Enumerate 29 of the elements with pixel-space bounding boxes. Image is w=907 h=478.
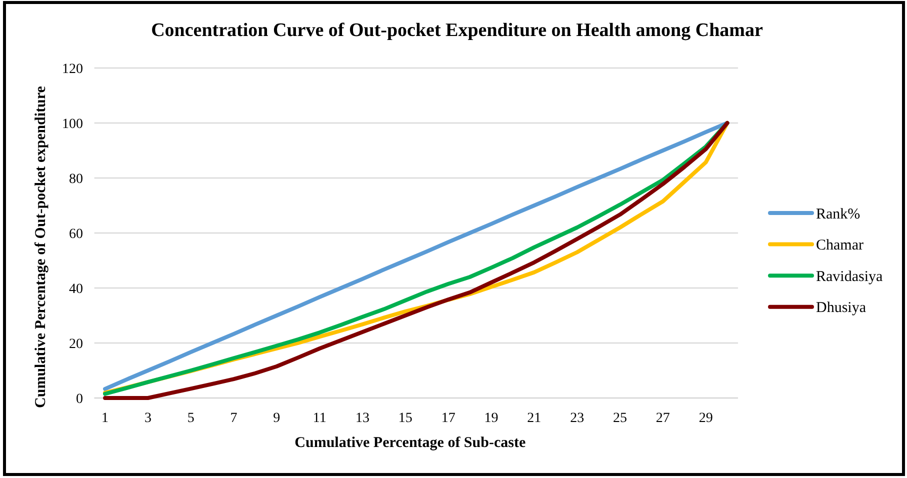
x-tick-label: 1	[102, 411, 109, 426]
x-tick-label: 15	[398, 411, 412, 426]
x-axis-title: Cumulative Percentage of Sub-caste	[294, 435, 526, 451]
x-tick-label: 27	[656, 411, 670, 426]
chart-title: Concentration Curve of Out-pocket Expenditure on Health among Chamar	[151, 20, 764, 41]
x-tick-label: 7	[230, 411, 238, 426]
x-tick-label: 5	[187, 411, 194, 426]
y-tick-label: 100	[62, 116, 83, 132]
y-tick-label: 80	[69, 172, 83, 187]
x-tick-label: 3	[144, 411, 152, 426]
x-tick-label: 17	[441, 411, 456, 426]
y-tick-label: 20	[69, 336, 83, 352]
legend-label: Ravidasiya	[816, 268, 883, 285]
x-tick-label: 21	[527, 411, 542, 426]
y-axis-title: Cumulative Percentage of Out-pocket expenditure	[33, 86, 49, 408]
y-tick-label: 40	[69, 282, 83, 297]
x-tick-label: 29	[698, 411, 713, 426]
x-tick-label: 25	[612, 411, 627, 426]
x-tick-label: 19	[484, 411, 498, 426]
legend-label: Chamar	[816, 238, 864, 254]
x-tick-label: 9	[273, 411, 280, 426]
x-tick-label: 23	[570, 411, 584, 426]
y-tick-label: 60	[69, 226, 83, 242]
y-tick-label: 120	[62, 62, 83, 77]
y-tick-label: 0	[76, 392, 83, 407]
legend-label: Rank%	[816, 206, 860, 222]
x-tick-label: 13	[356, 411, 370, 426]
x-tick-label: 11	[312, 411, 326, 426]
legend-label: Dhusiya	[816, 300, 866, 316]
